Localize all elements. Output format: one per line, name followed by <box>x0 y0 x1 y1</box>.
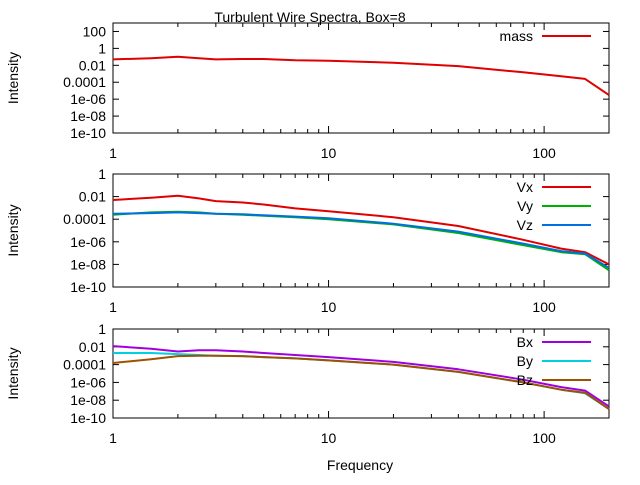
legend-label-by: By <box>517 353 533 369</box>
y-axis-label: Intensity <box>5 52 21 104</box>
y-tick-label: 1e-06 <box>70 91 106 107</box>
y-tick-label: 1 <box>98 166 106 182</box>
legend-label-vz: Vz <box>517 217 533 233</box>
y-tick-label: 1 <box>98 40 106 56</box>
x-tick-label: 1 <box>109 299 117 315</box>
y-tick-label: 0.0001 <box>63 357 106 373</box>
legend-label-mass: mass <box>500 28 533 44</box>
legend-label-vy: Vy <box>517 198 533 214</box>
plot-frame <box>112 328 610 419</box>
plot-frame <box>112 173 610 288</box>
y-tick-label: 1e-10 <box>70 410 106 426</box>
y-tick-label: 1 <box>98 321 106 337</box>
y-tick-label: 0.0001 <box>63 211 106 227</box>
x-tick-label: 1 <box>109 145 117 161</box>
y-tick-label: 1e-10 <box>70 279 106 295</box>
y-tick-label: 1e-08 <box>70 108 106 124</box>
series-line-mass <box>112 55 610 96</box>
series-line-vz <box>112 211 610 269</box>
y-tick-label: 1e-10 <box>70 125 106 141</box>
x-tick-label: 100 <box>532 430 556 446</box>
series-line-bx <box>112 345 610 408</box>
y-tick-label: 1e-06 <box>70 234 106 250</box>
series-line-bz <box>112 354 610 410</box>
legend-label-bz: Bz <box>517 372 533 388</box>
legend-label-bx: Bx <box>517 334 533 350</box>
y-tick-label: 0.01 <box>79 339 106 355</box>
y-tick-label: 1e-08 <box>70 392 106 408</box>
y-tick-label: 100 <box>83 23 107 39</box>
plot-frame <box>112 22 610 134</box>
y-tick-label: 0.01 <box>79 57 106 73</box>
x-tick-label: 10 <box>321 145 337 161</box>
y-tick-label: 0.0001 <box>63 74 106 90</box>
y-axis-label: Intensity <box>5 204 21 256</box>
x-tick-label: 100 <box>532 145 556 161</box>
y-tick-label: 1e-08 <box>70 256 106 272</box>
x-tick-label: 100 <box>532 299 556 315</box>
y-tick-label: 0.01 <box>79 189 106 205</box>
legend-label-vx: Vx <box>517 179 533 195</box>
x-tick-label: 10 <box>321 430 337 446</box>
y-tick-label: 1e-06 <box>70 374 106 390</box>
chart-title: Turbulent Wire Spectra, Box=8 <box>214 9 406 25</box>
series-line-vx <box>112 194 610 266</box>
x-tick-label: 1 <box>109 430 117 446</box>
x-tick-label: 10 <box>321 299 337 315</box>
x-axis-label: Frequency <box>327 457 393 473</box>
y-axis-label: Intensity <box>5 347 21 399</box>
